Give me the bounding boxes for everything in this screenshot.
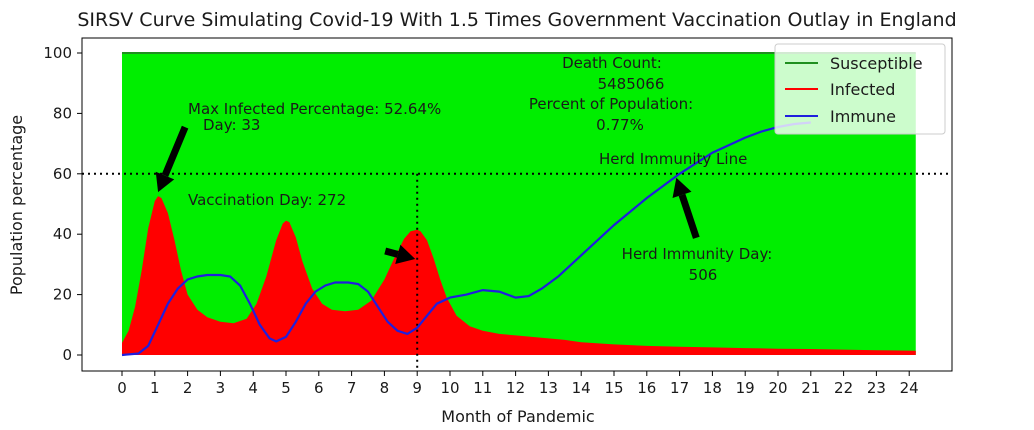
x-tick-label: 23 bbox=[867, 379, 886, 397]
x-tick-label: 16 bbox=[637, 379, 656, 397]
herd-immunity-day-label: Herd Immunity Day: bbox=[622, 245, 773, 263]
max-infected-arrow bbox=[155, 125, 189, 193]
x-tick-label: 19 bbox=[736, 379, 755, 397]
legend-label-susceptible: Susceptible bbox=[830, 54, 923, 73]
arrow-shaft bbox=[384, 247, 399, 258]
herd-immunity-line-label: Herd Immunity Line bbox=[599, 150, 747, 168]
herd-immunity-arrow bbox=[672, 177, 700, 239]
max-infected-label: Max Infected Percentage: 52.64% bbox=[188, 100, 441, 118]
herd-immunity-day-value: 506 bbox=[689, 266, 718, 284]
legend-box bbox=[774, 43, 946, 135]
susceptible-area bbox=[122, 53, 916, 355]
x-tick-label: 24 bbox=[900, 379, 919, 397]
chart-title: SIRSV Curve Simulating Covid-19 With 1.5… bbox=[77, 9, 956, 31]
x-tick-label: 4 bbox=[248, 379, 258, 397]
death-count-label: Death Count: bbox=[562, 54, 662, 72]
arrow-head bbox=[672, 177, 692, 199]
vaccination-label: Vaccination Day: 272 bbox=[188, 191, 346, 209]
plot-frame bbox=[81, 37, 953, 372]
area-layer bbox=[122, 53, 916, 355]
reference-lines bbox=[82, 172, 952, 371]
vaccination-arrow bbox=[384, 244, 416, 265]
legend-label-infected: Infected bbox=[830, 80, 895, 99]
x-tick-label: 0 bbox=[117, 379, 127, 397]
x-tick-label: 9 bbox=[412, 379, 422, 397]
max-infected-day-label: Day: 33 bbox=[203, 116, 260, 134]
x-tick-label: 6 bbox=[314, 379, 324, 397]
y-tick-label: 60 bbox=[53, 165, 72, 183]
arrow-shaft bbox=[678, 193, 700, 239]
y-tick-label: 20 bbox=[53, 286, 72, 304]
y-tick-label: 0 bbox=[62, 346, 72, 364]
x-tick-label: 3 bbox=[216, 379, 226, 397]
annotation-arrows bbox=[155, 125, 700, 265]
percent-population-label: Percent of Population: bbox=[529, 95, 693, 113]
arrow-head bbox=[155, 171, 175, 193]
arrow-head bbox=[395, 244, 416, 265]
x-tick-label: 5 bbox=[281, 379, 291, 397]
x-tick-label: 13 bbox=[539, 379, 558, 397]
legend-label-immune: Immune bbox=[830, 107, 896, 126]
x-tick-label: 15 bbox=[604, 379, 623, 397]
arrow-shaft bbox=[161, 125, 189, 177]
death-count-value: 5485066 bbox=[598, 75, 665, 93]
x-tick-label: 1 bbox=[150, 379, 160, 397]
annotation-max-infected: Max Infected Percentage: 52.64% Day: 33 bbox=[188, 100, 441, 134]
x-tick-label: 21 bbox=[801, 379, 820, 397]
y-tick-label: 80 bbox=[53, 104, 72, 122]
infected-area bbox=[122, 196, 916, 355]
x-tick-label: 17 bbox=[670, 379, 689, 397]
x-tick-label: 22 bbox=[834, 379, 853, 397]
x-axis-ticks: 0 1 2 3 4 5 6 7 8 9 10 11 12 13 14 15 16 17 18 19 20 21 22 23 24 bbox=[117, 371, 919, 397]
immune-line bbox=[121, 121, 811, 357]
x-tick-label: 12 bbox=[506, 379, 525, 397]
x-tick-label: 11 bbox=[473, 379, 492, 397]
x-tick-label: 7 bbox=[347, 379, 357, 397]
x-tick-label: 10 bbox=[440, 379, 459, 397]
x-axis-label: Month of Pandemic bbox=[441, 407, 594, 426]
x-tick-label: 14 bbox=[572, 379, 591, 397]
y-axis-ticks: 0 20 40 60 80 100 bbox=[43, 44, 82, 364]
x-tick-label: 20 bbox=[768, 379, 787, 397]
x-tick-label: 2 bbox=[183, 379, 193, 397]
x-tick-label: 18 bbox=[703, 379, 722, 397]
legend: Susceptible Infected Immune bbox=[774, 43, 946, 135]
x-tick-label: 8 bbox=[380, 379, 390, 397]
y-axis-label: Population percentage bbox=[7, 115, 26, 295]
percent-population-value: 0.77% bbox=[596, 116, 644, 134]
y-tick-label: 100 bbox=[43, 44, 72, 62]
y-tick-label: 40 bbox=[53, 225, 72, 243]
